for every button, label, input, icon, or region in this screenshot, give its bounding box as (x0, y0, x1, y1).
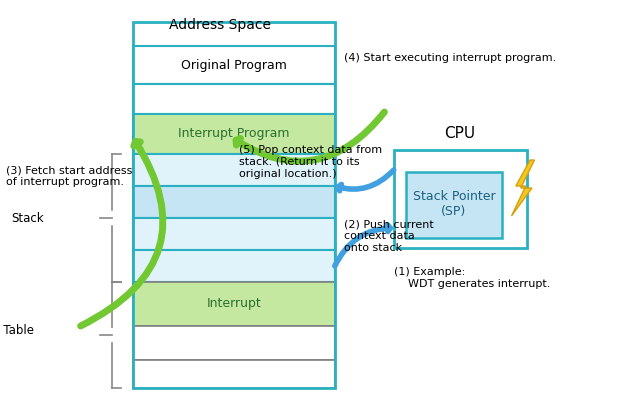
Bar (133, 326, 335, 360)
Bar (133, 360, 335, 388)
Text: (1) Example:
    WDT generates interrupt.: (1) Example: WDT generates interrupt. (394, 267, 550, 289)
Bar (394, 150, 527, 248)
Text: Vector Table: Vector Table (0, 324, 34, 336)
Bar (133, 154, 335, 186)
Bar (133, 218, 335, 250)
Text: (4) Start executing interrupt program.: (4) Start executing interrupt program. (344, 53, 556, 63)
Text: Stack Pointer
(SP): Stack Pointer (SP) (412, 190, 495, 218)
Bar (133, 250, 335, 282)
Text: Address Space: Address Space (169, 18, 271, 32)
Text: Original Program: Original Program (181, 58, 287, 72)
Bar (133, 22, 335, 388)
Text: Interrupt: Interrupt (206, 298, 262, 310)
Bar (133, 114, 335, 154)
Bar (133, 84, 335, 114)
Text: (5) Pop context data from
stack. (Return it to its
original location.): (5) Pop context data from stack. (Return… (239, 146, 382, 178)
Bar (133, 186, 335, 218)
Text: (2) Push current
context data
onto stack: (2) Push current context data onto stack (344, 219, 434, 253)
Bar (133, 46, 335, 84)
Text: Interrupt Program: Interrupt Program (179, 128, 290, 140)
Bar (406, 172, 502, 238)
Bar (133, 282, 335, 326)
Text: Stack: Stack (11, 212, 43, 224)
Text: CPU: CPU (445, 126, 476, 142)
Text: (3) Fetch start address
of interrupt program.: (3) Fetch start address of interrupt pro… (6, 165, 133, 187)
Polygon shape (512, 160, 534, 216)
